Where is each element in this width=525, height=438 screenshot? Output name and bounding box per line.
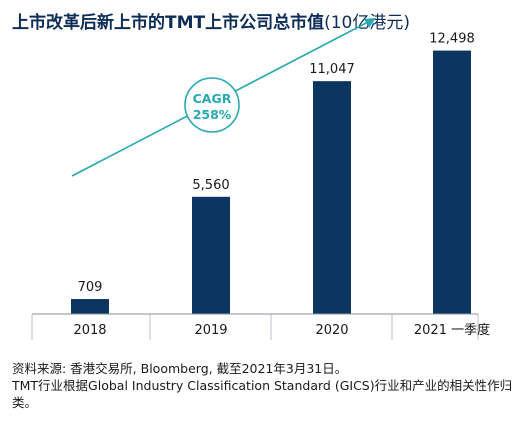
chart-title-main: 上市改革后新上市的TMT上市公司总市值	[12, 13, 325, 33]
category-label: 2021 一季度	[414, 322, 490, 338]
source-note: 资料来源: 香港交易所, Bloomberg, 截至2021年3月31日。	[12, 361, 348, 376]
value-label: 5,560	[192, 178, 229, 193]
cagr-value: 258%	[193, 107, 232, 122]
category-label: 2020	[315, 323, 348, 338]
category-label: 2019	[194, 323, 227, 338]
bar-2018	[71, 299, 109, 314]
category-label: 2018	[73, 323, 106, 338]
value-label: 709	[78, 280, 103, 295]
bar-2020	[313, 81, 351, 314]
footnotes: 资料来源: 香港交易所, Bloomberg, 截至2021年3月31日。 TM…	[12, 360, 517, 411]
cagr-label: CAGR	[193, 91, 232, 106]
bar-2021-一季度	[433, 50, 471, 314]
cagr-arrow-head	[364, 18, 376, 28]
bar-chart: 709 2018 5,560 2019 11,047 2020 12,498 2021 一季度…	[31, 18, 490, 340]
definition-note: TMT行业根据Global Industry Classification St…	[12, 378, 513, 410]
bar-2019	[192, 196, 230, 314]
cagr-bubble	[184, 77, 240, 133]
value-label: 12,498	[429, 32, 475, 47]
value-label: 11,047	[309, 62, 355, 77]
